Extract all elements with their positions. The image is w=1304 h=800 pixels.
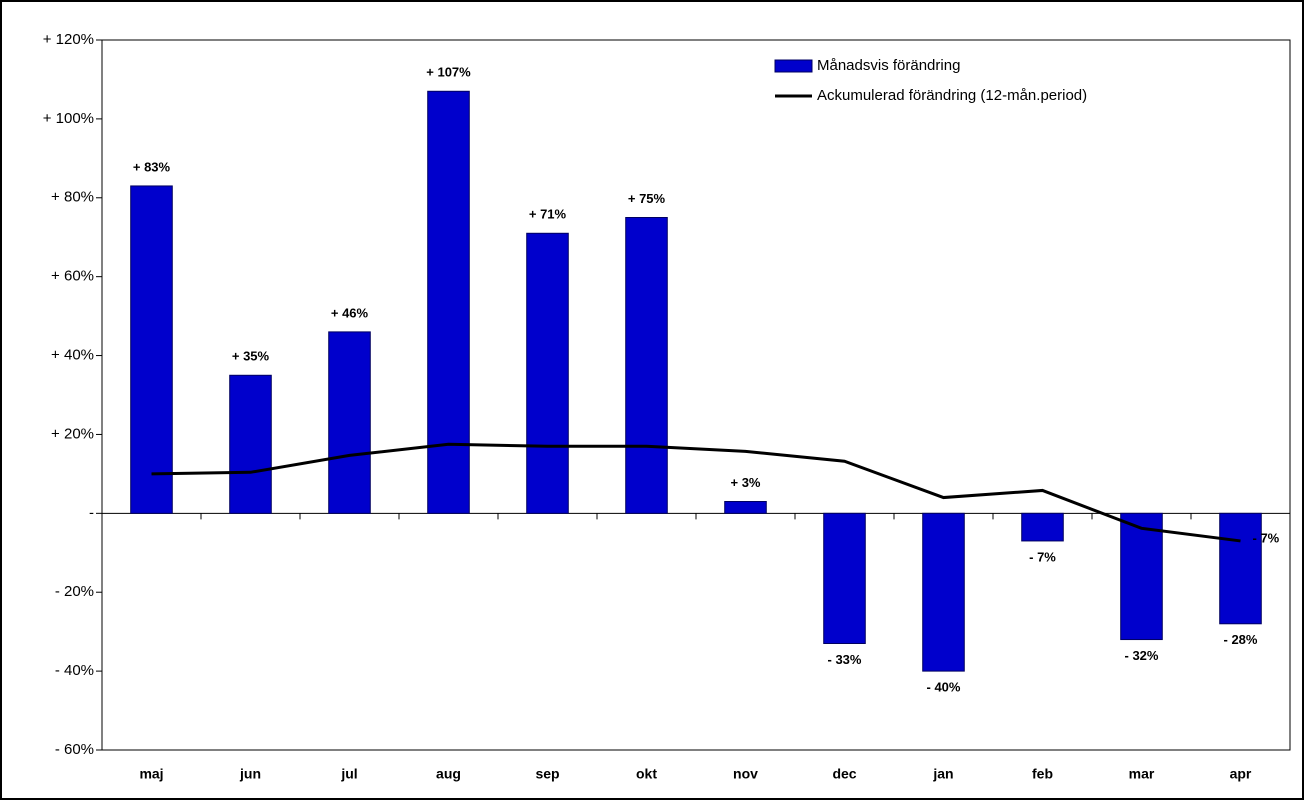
legend-label: Ackumulerad förändring (12-mån.period) — [817, 87, 1087, 104]
data-label: - 40% — [927, 680, 961, 695]
y-tick-label: + 100% — [43, 110, 94, 127]
x-tick-label: nov — [733, 766, 758, 782]
bar — [1021, 512, 1064, 542]
bar — [1120, 512, 1163, 641]
legend-label: Månadsvis förändring — [817, 57, 960, 74]
x-tick-label: mar — [1129, 766, 1155, 782]
bar — [724, 501, 767, 514]
data-label: - 28% — [1224, 632, 1258, 647]
data-label: + 46% — [331, 305, 369, 320]
y-tick-label: + 60% — [51, 268, 94, 285]
bar — [823, 512, 866, 644]
line — [151, 442, 1241, 543]
data-label: + 75% — [628, 191, 666, 206]
y-tick-label: - 20% — [55, 583, 94, 600]
data-label: + 107% — [426, 65, 471, 80]
bar — [229, 374, 272, 514]
x-tick-label: jul — [340, 766, 357, 782]
data-label: + 35% — [232, 349, 270, 364]
x-tick-label: okt — [636, 766, 657, 782]
y-tick-label: + 40% — [51, 347, 94, 364]
x-tick-label: feb — [1032, 766, 1053, 782]
legend-swatch — [774, 59, 813, 73]
data-label: - 33% — [828, 652, 862, 667]
bar — [130, 185, 173, 514]
y-tick-label: - 60% — [55, 741, 94, 758]
x-tick-label: dec — [832, 766, 856, 782]
data-label: + 83% — [133, 159, 171, 174]
x-tick-label: apr — [1230, 766, 1252, 782]
bar — [1219, 512, 1262, 625]
bar — [526, 232, 569, 514]
data-label: - 32% — [1125, 648, 1159, 663]
plot-area — [101, 39, 1291, 751]
data-label: - 7% — [1029, 549, 1056, 564]
x-tick-label: maj — [139, 766, 163, 782]
y-tick-label: + 80% — [51, 189, 94, 206]
y-tick-label: - — [89, 504, 94, 521]
x-tick-label: jun — [239, 766, 261, 782]
bar — [427, 90, 470, 514]
data-label: + 3% — [731, 475, 761, 490]
data-label: + 71% — [529, 207, 567, 222]
bar — [328, 331, 371, 514]
y-tick-label: - 40% — [55, 662, 94, 679]
data-label: - 7% — [1253, 530, 1280, 545]
x-tick-label: aug — [436, 766, 461, 782]
bar — [625, 217, 668, 514]
y-tick-label: + 120% — [43, 31, 94, 48]
y-tick-label: + 20% — [51, 425, 94, 442]
x-tick-label: sep — [535, 766, 559, 782]
x-tick-label: jan — [932, 766, 953, 782]
bar — [922, 512, 965, 672]
